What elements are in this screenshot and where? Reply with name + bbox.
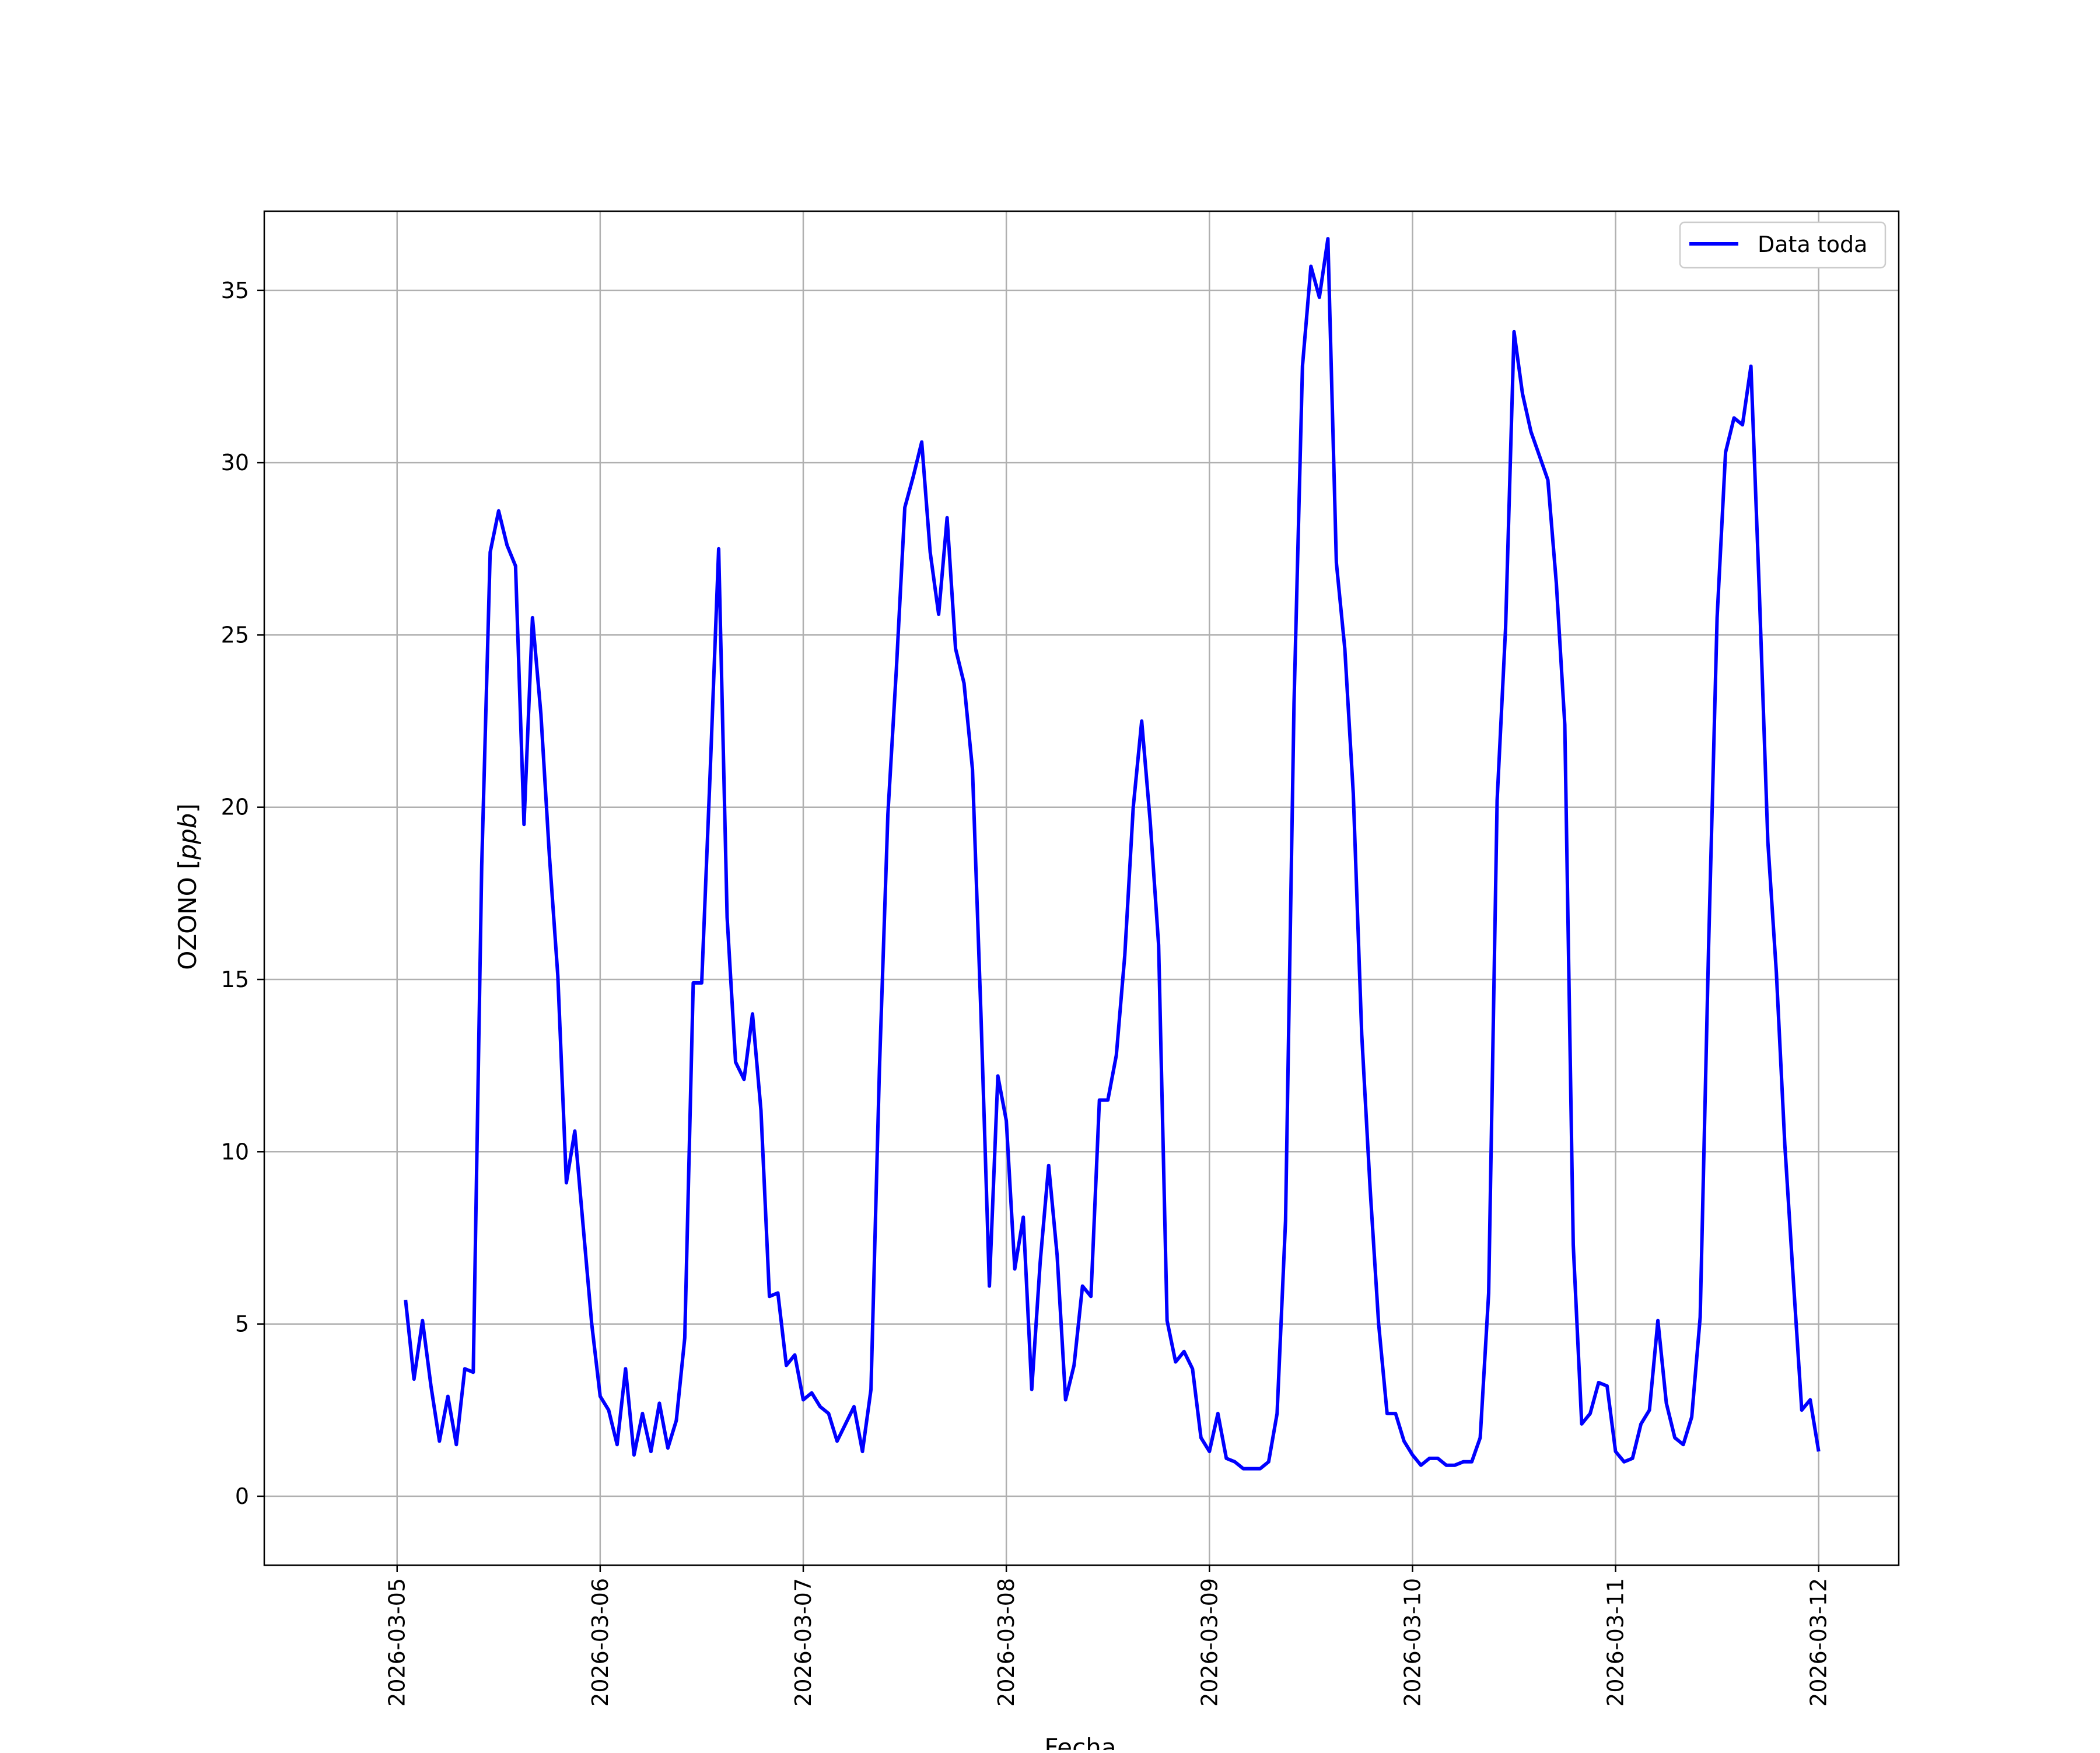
series-line <box>404 237 1821 1471</box>
y-axis: 0 5 10 15 20 25 30 35 <box>221 278 264 1509</box>
y-axis-label-close: ] <box>173 803 202 813</box>
legend-label: Data toda <box>1758 232 1867 257</box>
x-tick-label: 2026-03-06 <box>587 1578 613 1707</box>
y-tick-label: 30 <box>221 450 249 475</box>
x-axis-label: Fecha <box>1044 1733 1116 1750</box>
legend-box <box>1679 221 1887 269</box>
y-axis-label-text: OZONO [ <box>173 860 202 970</box>
series-layer <box>404 237 1821 1471</box>
x-tick-label: 2026-03-05 <box>384 1578 410 1707</box>
plot-frame <box>263 210 1900 1566</box>
y-tick-label: 20 <box>221 795 249 820</box>
y-tick-label: 15 <box>221 967 249 992</box>
x-tick-label: 2026-03-07 <box>790 1578 816 1707</box>
x-tick-label: 2026-03-11 <box>1603 1578 1629 1707</box>
y-tick-label: 25 <box>221 622 249 648</box>
y-tick-label: 10 <box>221 1139 249 1164</box>
x-tick-label: 2026-03-10 <box>1399 1578 1425 1707</box>
y-tick-label: 5 <box>235 1311 249 1337</box>
x-axis: 2026-03-05 2026-03-06 2026-03-07 2026-03-08… <box>384 1565 1832 1707</box>
y-axis-label-unit: ppb <box>173 813 202 860</box>
x-tick-label: 2026-03-12 <box>1806 1578 1832 1707</box>
x-tick-label: 2026-03-08 <box>993 1578 1019 1707</box>
y-tick-label: 35 <box>221 278 249 303</box>
x-tick-label: 2026-03-09 <box>1196 1578 1222 1707</box>
grid <box>264 211 1899 1565</box>
y-tick-label: 0 <box>235 1483 249 1509</box>
y-axis-label: OZONO [ppb] <box>173 803 202 970</box>
legend: Data toda <box>1679 221 1887 269</box>
